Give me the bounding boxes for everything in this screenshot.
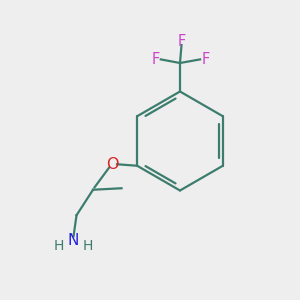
Text: N: N	[68, 233, 79, 248]
Text: F: F	[201, 52, 210, 67]
Text: O: O	[106, 157, 119, 172]
Text: F: F	[151, 52, 160, 67]
Text: H: H	[83, 239, 93, 253]
Text: F: F	[177, 34, 186, 49]
Text: H: H	[54, 239, 64, 253]
